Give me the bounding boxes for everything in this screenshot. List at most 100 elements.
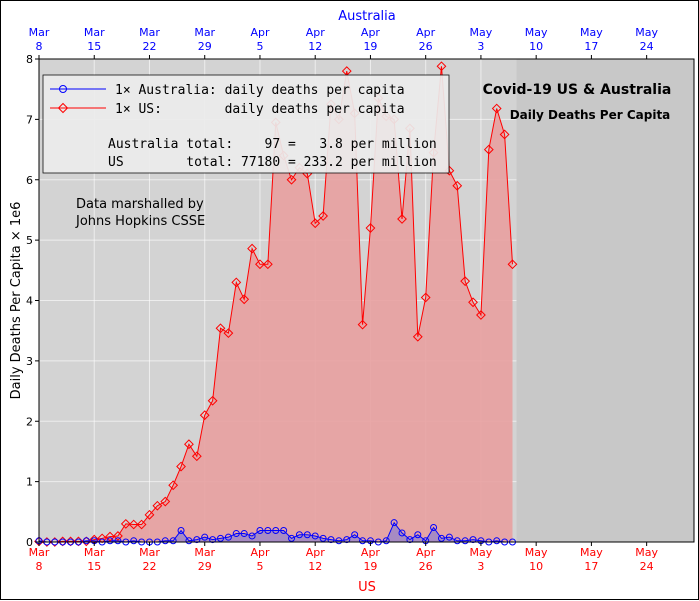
australia-data-point bbox=[264, 527, 272, 535]
chart-title: Covid-19 US & Australia bbox=[483, 82, 672, 98]
us-data-point bbox=[365, 223, 376, 233]
us-data-point bbox=[499, 129, 510, 140]
australia-total: Australia total: 97 = 3.8 per million bbox=[108, 137, 437, 152]
area-fills bbox=[39, 66, 513, 543]
australia-data-point bbox=[161, 537, 169, 545]
y-tick-label: 3 bbox=[26, 355, 33, 368]
axis-ticks: 012345678Mar8Mar8Mar15Mar15Mar22Mar22Mar… bbox=[26, 26, 659, 573]
y-tick-label: 1 bbox=[26, 476, 33, 489]
x-top-tick-label-day: 29 bbox=[198, 40, 212, 53]
australia-data-point bbox=[248, 532, 256, 540]
australia-data-point bbox=[280, 527, 288, 535]
us-data-point bbox=[397, 214, 407, 224]
x-top-tick-label-day: 10 bbox=[529, 40, 543, 53]
us-data-point bbox=[255, 259, 265, 270]
x-top-tick-label-day: 8 bbox=[36, 40, 43, 53]
us-data-point bbox=[184, 439, 194, 450]
series-markers bbox=[34, 61, 518, 547]
credit-line-2: Johns Hopkins CSSE bbox=[75, 214, 205, 229]
australia-data-point bbox=[185, 537, 193, 545]
australia-data-point bbox=[201, 533, 209, 541]
x-top-tick-label-month: May bbox=[470, 26, 493, 39]
x-axis-label-us: US bbox=[358, 580, 376, 595]
us-data-point bbox=[152, 500, 163, 511]
us-data-point bbox=[357, 319, 368, 330]
x-top-tick-label-month: Mar bbox=[139, 26, 160, 39]
us-data-point bbox=[239, 294, 250, 305]
australia-data-point bbox=[414, 531, 422, 539]
australia-data-point bbox=[217, 534, 225, 542]
us-data-point bbox=[483, 144, 494, 155]
us-data-point bbox=[247, 243, 257, 254]
us-data-point bbox=[120, 518, 131, 529]
x-top-tick-label-day: 17 bbox=[584, 40, 598, 53]
australia-data-point bbox=[437, 534, 445, 542]
x-tick-label-day: 10 bbox=[529, 560, 543, 573]
future-shade bbox=[516, 59, 694, 542]
x-top-tick-label-day: 24 bbox=[640, 40, 654, 53]
australia-data-point bbox=[169, 537, 177, 545]
australia-data-point bbox=[130, 537, 138, 545]
us-data-point bbox=[215, 323, 226, 334]
australia-data-point bbox=[114, 537, 122, 545]
x-top-tick-label-month: Apr bbox=[250, 26, 270, 39]
x-top-tick-label-month: Mar bbox=[29, 26, 50, 39]
x-tick-label-month: May bbox=[470, 546, 493, 559]
us-data-point bbox=[468, 297, 478, 308]
x-top-tick-label-month: May bbox=[580, 26, 603, 39]
us-area-fill bbox=[39, 66, 513, 543]
au-area-fill bbox=[39, 522, 513, 542]
australia-data-point bbox=[445, 533, 453, 541]
y-tick-label: 4 bbox=[26, 295, 33, 308]
x-tick-label-month: May bbox=[525, 546, 548, 559]
us-data-point bbox=[191, 451, 202, 462]
australia-data-point bbox=[193, 536, 201, 544]
us-data-point bbox=[144, 509, 155, 520]
legend-us-marker bbox=[57, 102, 69, 114]
y-tick-label: 7 bbox=[26, 113, 33, 126]
australia-data-point bbox=[390, 519, 398, 527]
x-tick-label-month: Mar bbox=[84, 546, 105, 559]
x-top-tick-label-day: 19 bbox=[363, 40, 377, 53]
australia-data-point bbox=[319, 534, 327, 542]
future-region bbox=[516, 59, 694, 542]
us-data-point bbox=[491, 103, 502, 114]
legend-us-label: 1× US: daily deaths per capita bbox=[115, 102, 405, 117]
y-tick-label: 2 bbox=[26, 415, 33, 428]
x-tick-label-day: 12 bbox=[308, 560, 322, 573]
x-tick-label-day: 19 bbox=[363, 560, 377, 573]
x-axis-label-australia: Australia bbox=[338, 9, 396, 24]
y-tick-label: 5 bbox=[26, 234, 33, 247]
legend-australia-marker bbox=[59, 85, 67, 93]
australia-data-point bbox=[295, 531, 303, 539]
chart-subtitle: Daily Deaths Per Capita bbox=[510, 108, 671, 122]
us-data-point bbox=[97, 533, 108, 544]
x-top-tick-label-month: Apr bbox=[306, 26, 326, 39]
x-tick-label-day: 22 bbox=[142, 560, 156, 573]
australia-data-point bbox=[177, 527, 185, 535]
australia-data-point bbox=[359, 537, 367, 545]
x-tick-label-month: May bbox=[580, 546, 603, 559]
us-data-point bbox=[231, 277, 242, 288]
us-data-point bbox=[310, 218, 321, 229]
us-data-point bbox=[136, 519, 147, 530]
y-tick-label: 6 bbox=[26, 174, 33, 187]
australia-data-point bbox=[351, 531, 359, 539]
us-data-point bbox=[199, 410, 210, 421]
australia-data-point bbox=[327, 536, 335, 544]
x-top-tick-label-month: Apr bbox=[416, 26, 436, 39]
us-data-point bbox=[420, 292, 431, 303]
x-top-tick-label-day: 5 bbox=[256, 40, 263, 53]
australia-data-point bbox=[453, 537, 461, 545]
australia-data-point bbox=[311, 532, 319, 540]
us-data-point bbox=[207, 395, 218, 406]
x-tick-label-day: 15 bbox=[87, 560, 101, 573]
us-data-point bbox=[460, 276, 471, 287]
x-top-tick-label-day: 26 bbox=[419, 40, 433, 53]
us-data-point bbox=[176, 461, 186, 472]
legend-box bbox=[42, 74, 450, 174]
us-data-point bbox=[128, 519, 139, 530]
x-tick-label-month: May bbox=[635, 546, 658, 559]
